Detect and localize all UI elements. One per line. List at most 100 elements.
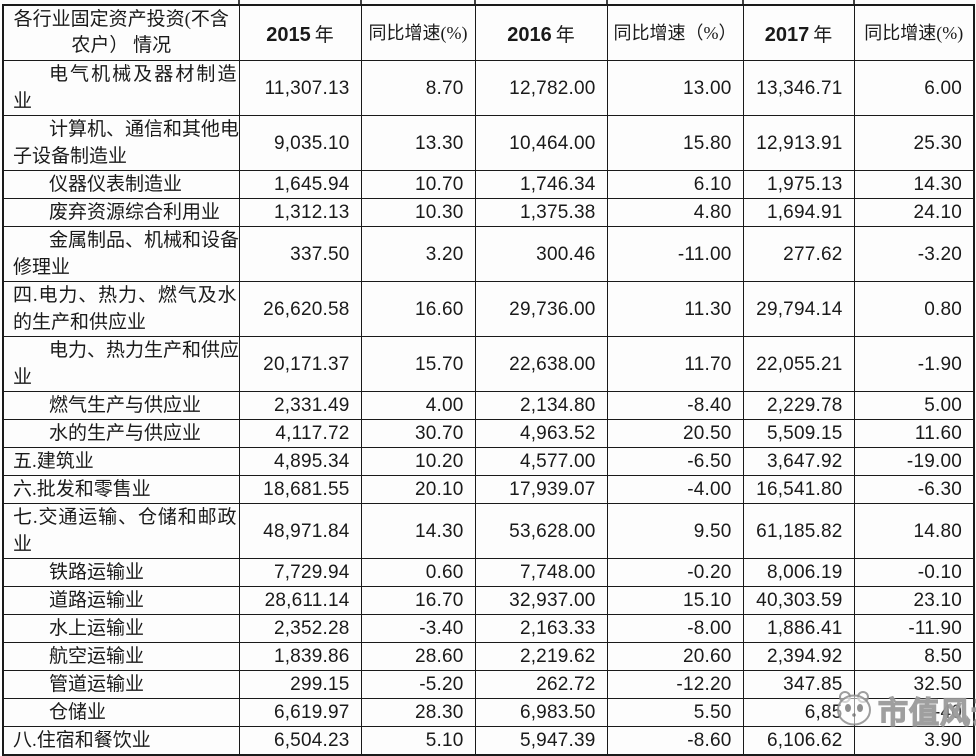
growth-2017: 8.50	[853, 642, 975, 671]
value-2016: 10,464.00	[474, 115, 608, 171]
growth-2015: 10.70	[360, 170, 476, 199]
growth-2016: 4.80	[606, 198, 744, 227]
growth-2016: -0.20	[606, 558, 744, 587]
growth-2015: 16.70	[360, 586, 476, 615]
growth-2015: 30.70	[360, 419, 476, 448]
value-2015: 2,331.49	[238, 391, 362, 420]
growth-2016: 15.80	[606, 115, 744, 171]
panda-logo-icon	[835, 689, 873, 731]
table-row: 燃气生产与供应业 2,331.49 4.00 2,134.80 -8.40 2,229.7…	[2, 391, 975, 420]
header-industry-line1: 各行业固定资产投资(不含	[13, 9, 229, 30]
value-2017: 16,541.80	[742, 475, 855, 504]
value-2015: 4,117.72	[238, 419, 362, 448]
industry-name-line: 水的生产与供应业	[49, 423, 202, 444]
year-label: 2017	[764, 23, 810, 46]
watermark: 市值风云	[835, 688, 976, 732]
growth-2016: -6.50	[606, 447, 744, 476]
industry-name-cell: 金属制品、机械和设备 修理业	[2, 226, 240, 282]
table-row: 仪器仪表制造业 1,645.94 10.70 1,746.34 6.10 1,975.13…	[2, 170, 975, 199]
industry-name-cell: 七.交通运输、仓储和邮政业	[2, 503, 240, 559]
industry-name-cell: 管道运输业	[2, 670, 240, 699]
value-2017: 277.62	[742, 226, 855, 282]
value-2016: 6,983.50	[474, 698, 608, 727]
growth-2016: 20.50	[606, 419, 744, 448]
value-2017: 40,303.59	[742, 586, 855, 615]
table-row: 仓储业 6,619.97 28.30 6,983.50 5.50 6,85 -40	[2, 698, 975, 727]
industry-name-line: 电力、热力生产和供应	[49, 340, 239, 361]
table-row: 四.电力、热力、燃气及水 的生产和供应业 26,620.58 16.60 29,736.…	[2, 281, 975, 337]
year-label: 2016	[507, 23, 552, 46]
value-2016: 17,939.07	[474, 475, 608, 504]
table-row: 废弃资源综合利用业 1,312.13 10.30 1,375.38 4.80 1,694.…	[2, 198, 975, 227]
table-row: 水上运输业 2,352.28 -3.40 2,163.33 -8.00 1,886.41-…	[2, 614, 975, 643]
year-label: 2015	[266, 23, 311, 46]
growth-2016: -8.40	[606, 391, 744, 420]
industry-name-line: 废弃资源综合利用业	[49, 202, 221, 223]
growth-2015: 28.60	[360, 642, 476, 671]
industry-name-line: 六.批发和零售业	[13, 479, 151, 500]
industry-name-line: 修理业	[13, 257, 71, 278]
table-row: 铁路运输业 7,729.94 0.60 7,748.00 -0.20 8,006.19 -0…	[2, 558, 975, 587]
industry-name-line: 业	[13, 534, 33, 555]
growth-2017: -11.90	[853, 614, 975, 643]
value-2016: 22,638.00	[474, 336, 608, 392]
growth-2015: -5.20	[360, 670, 476, 699]
growth-2016: -8.60	[606, 726, 744, 756]
value-2015: 20,171.37	[238, 336, 362, 392]
watermark-text: 市值风云	[877, 696, 976, 730]
value-2016: 262.72	[474, 670, 608, 699]
industry-name-line: 仓储业	[49, 702, 107, 723]
table-row: 电力、热力生产和供应业 20,171.37 15.70 22,638.00 11.70 2…	[2, 336, 975, 392]
growth-2017: -1.90	[853, 336, 975, 392]
industry-name-line: 子设备制造业	[13, 146, 128, 167]
value-2017: 1,694.91	[742, 198, 855, 227]
industry-name-line: 燃气生产与供应业	[49, 395, 202, 416]
industry-name-cell: 仓储业	[2, 698, 240, 727]
column-border-tick	[742, 0, 744, 5]
value-2016: 29,736.00	[474, 281, 608, 337]
industry-name-cell: 六.批发和零售业	[2, 475, 240, 504]
value-2015: 28,611.14	[238, 586, 362, 615]
value-2015: 2,352.28	[238, 614, 362, 643]
value-2016: 7,748.00	[474, 558, 608, 587]
year-unit: 年	[314, 24, 334, 46]
growth-2015: 8.70	[360, 60, 476, 116]
growth-2016: 13.00	[606, 60, 744, 116]
industry-name-cell: 水的生产与供应业	[2, 419, 240, 448]
value-2016: 2,163.33	[474, 614, 608, 643]
industry-name-cell: 仪器仪表制造业	[2, 170, 240, 199]
value-2016: 1,375.38	[474, 198, 608, 227]
value-2017: 2,394.92	[742, 642, 855, 671]
industry-name-line: 五.建筑业	[13, 451, 94, 472]
growth-2016: 11.70	[606, 336, 744, 392]
industry-name-cell: 四.电力、热力、燃气及水 的生产和供应业	[2, 281, 240, 337]
growth-2017: -19.00	[853, 447, 975, 476]
value-2016: 12,782.00	[474, 60, 608, 116]
column-border-tick	[853, 0, 855, 5]
header-industry-line2: 农户） 情况	[71, 35, 172, 56]
growth-2016: -12.20	[606, 670, 744, 699]
growth-2017: 5.00	[853, 391, 975, 420]
value-2015: 1,645.94	[238, 170, 362, 199]
value-2016: 5,947.39	[474, 726, 608, 756]
value-2015: 48,971.84	[238, 503, 362, 559]
value-2016: 300.46	[474, 226, 608, 282]
column-border-tick	[238, 0, 240, 5]
growth-2016: 9.50	[606, 503, 744, 559]
growth-2015: 20.10	[360, 475, 476, 504]
value-2015: 26,620.58	[238, 281, 362, 337]
growth-2017: -0.10	[853, 558, 975, 587]
col-header-2017: 2017 年	[742, 4, 855, 61]
industry-name-cell: 电力、热力生产和供应业	[2, 336, 240, 392]
value-2015: 9,035.10	[238, 115, 362, 171]
col-header-2015: 2015 年	[238, 4, 362, 61]
industry-name-line: 仪器仪表制造业	[49, 174, 183, 195]
industry-name-line: 的生产和供应业	[13, 312, 147, 333]
growth-2017: 14.80	[853, 503, 975, 559]
col-header-industry: 各行业固定资产投资(不含 农户） 情况	[2, 4, 240, 61]
value-2016: 2,219.62	[474, 642, 608, 671]
value-2017: 1,886.41	[742, 614, 855, 643]
value-2017: 347.85	[742, 670, 855, 699]
value-2017: 1,975.13	[742, 170, 855, 199]
value-2015: 299.15	[238, 670, 362, 699]
